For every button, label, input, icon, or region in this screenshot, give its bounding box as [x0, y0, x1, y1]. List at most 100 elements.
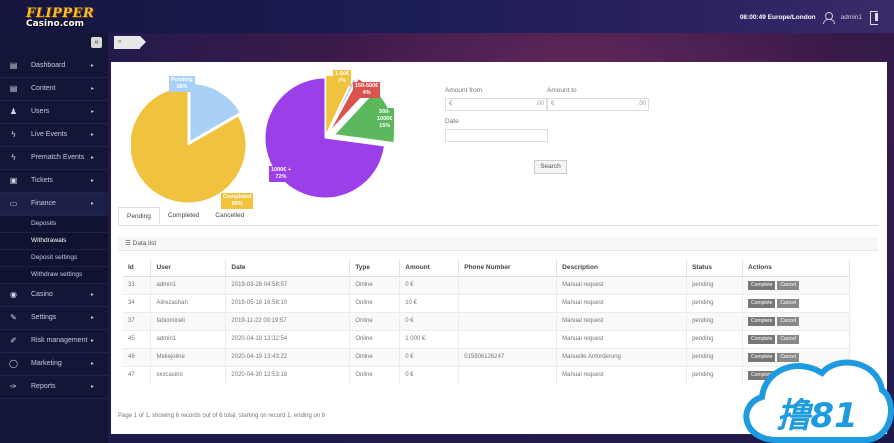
table-row[interactable]: 46 Meliejoline 2020-04-19 13:43:22 Online 0 …: [123, 347, 850, 366]
cell-status: pending: [686, 347, 744, 366]
cell-date: 2020-04-18 13:32:54: [225, 329, 351, 348]
top-right-area: 08:00:49 Europe/London admin1: [740, 9, 880, 25]
server-clock: 08:00:49 Europe/London: [739, 13, 816, 21]
cancel-button[interactable]: Cancel: [777, 334, 799, 344]
cell-type: Online: [349, 347, 401, 366]
complete-button[interactable]: Complete: [748, 370, 776, 380]
cell-phone: [458, 293, 558, 312]
cell-id: 46: [123, 347, 152, 366]
cancel-button[interactable]: Cancel: [777, 280, 799, 290]
tab-completed[interactable]: Completed: [167, 212, 200, 219]
amount-pie-chart: 1000€ + 72% 1-50€ 7% 150-500€ 4% 500- 10…: [261, 66, 411, 206]
table-row[interactable]: 45 admin1 2020-04-18 13:32:54 Online 1 000 €…: [123, 329, 850, 348]
logo-text-line1: FLIPPER: [26, 6, 95, 21]
sidebar-subitem-withdraw-settings[interactable]: Withdraw settings: [0, 267, 108, 284]
sidebar-item-live-events[interactable]: ϟ Live Events ▸: [0, 124, 108, 147]
complete-button[interactable]: Complete: [748, 280, 776, 290]
column-header-amount[interactable]: Amount: [399, 260, 460, 277]
cell-user: admin1: [150, 275, 227, 294]
complete-button[interactable]: Complete: [748, 352, 776, 362]
cancel-button[interactable]: Cancel: [777, 316, 799, 326]
cancel-button[interactable]: Cancel: [777, 298, 799, 308]
cell-date: 2019-05-18 16:58:10: [225, 293, 351, 312]
cell-status: pending: [686, 293, 744, 312]
logout-icon[interactable]: [868, 10, 880, 25]
column-header-actions[interactable]: Actions: [742, 260, 850, 277]
tabs-divider: [118, 225, 878, 226]
sidebar-item-label: Finance: [31, 200, 56, 207]
column-header-status[interactable]: Status: [686, 260, 744, 277]
label-150-500-text: 150-500€: [355, 83, 379, 89]
sidebar-item-marketing[interactable]: ◯ Marketing ▸: [0, 353, 108, 376]
table-header-row: Id User Date Type Amount Phone Number Descript…: [123, 260, 850, 277]
chevron-right-icon: ▸: [90, 361, 94, 367]
complete-button[interactable]: Complete: [748, 298, 776, 308]
sidebar-item-settings[interactable]: ✎ Settings ▸: [0, 307, 108, 330]
column-header-description[interactable]: Description: [556, 260, 688, 277]
chevron-right-icon: ▸: [90, 201, 94, 207]
sidebar-item-finance[interactable]: ▭ Finance ▸: [0, 193, 108, 216]
breadcrumb-home[interactable]: «: [114, 36, 146, 49]
completed-label: Completed: [223, 194, 252, 200]
pie-label-1-50: 1-50€ 7%: [333, 70, 352, 86]
cell-desc: Manual request: [556, 365, 688, 384]
cancel-button[interactable]: Cancel: [777, 352, 799, 362]
table-row[interactable]: 33 admin1 2019-03-28 04:58:57 Online 0 € Manu…: [123, 275, 850, 294]
chevron-right-icon: ▸: [90, 338, 94, 344]
sidebar-item-casino[interactable]: ◉ Casino ▸: [0, 284, 108, 307]
sidebar-item-label: Settings: [31, 314, 57, 321]
table-row[interactable]: 37 fabiomiceli 2019-11-22 00:19:57 Online 0 …: [123, 311, 850, 330]
sidebar-item-dashboard[interactable]: ▤ Dashboard ▸: [0, 55, 108, 78]
sidebar-item-tickets[interactable]: ▣ Tickets ▸: [0, 170, 108, 193]
cell-amount: 1 000 €: [399, 329, 460, 348]
flipper-casino-logo[interactable]: FLIPPER Casino.com: [26, 6, 94, 30]
sidebar-item-risk-management[interactable]: ✐ Risk management ▸: [0, 330, 108, 353]
chevron-right-icon: ▸: [90, 315, 94, 321]
amount-from-input[interactable]: € .00: [445, 98, 547, 111]
sidebar-item-label: Content: [31, 85, 56, 92]
column-header-date[interactable]: Date: [225, 260, 351, 277]
cell-status: pending: [686, 365, 744, 384]
column-header-user[interactable]: User: [150, 260, 227, 277]
search-button[interactable]: Search: [534, 160, 567, 174]
content-icon: ▤: [9, 84, 18, 93]
tab-pending[interactable]: Pending: [118, 207, 160, 225]
column-header-type[interactable]: Type: [349, 260, 401, 277]
table-row[interactable]: 47 xxxcasino 2020-04-30 12:53:18 Online 0 € M…: [123, 365, 850, 384]
pie-label-pending: Pending 16%: [169, 76, 195, 92]
cell-date: 2020-04-30 12:53:18: [225, 365, 351, 384]
sidebar-subitem-deposit-settings[interactable]: Deposit settings: [0, 250, 108, 267]
dashboard-icon: ▤: [9, 61, 18, 70]
watermark-logo: 撸81: [743, 359, 894, 443]
tab-cancelled[interactable]: Cancelled: [215, 212, 245, 219]
complete-button[interactable]: Complete: [748, 316, 776, 326]
chat-icon: ◯: [9, 359, 18, 368]
sidebar-collapse-button[interactable]: «: [91, 37, 102, 48]
sidebar-item-label: Casino: [31, 291, 53, 298]
column-header-phone-number[interactable]: Phone Number: [458, 260, 558, 277]
sidebar-subitem-withdrawals[interactable]: Withdrawals: [0, 233, 108, 250]
complete-button[interactable]: Complete: [748, 334, 776, 344]
amount-pie-svg: [264, 74, 395, 199]
cell-type: Online: [349, 275, 401, 294]
cell-date: 2020-04-19 13:43:22: [225, 347, 351, 366]
pending-label: Pending: [171, 77, 193, 83]
sidebar-item-users[interactable]: ♟ Users ▸: [0, 101, 108, 124]
user-icon[interactable]: [822, 11, 835, 24]
sidebar-subitem-deposits[interactable]: Deposits: [0, 216, 108, 233]
column-header-id[interactable]: Id: [123, 260, 152, 277]
cell-id: 45: [123, 329, 152, 348]
amount-to-input[interactable]: € .00: [547, 98, 649, 111]
table-row[interactable]: 34 Alirezashah 2019-05-18 16:58:10 Online 10…: [123, 293, 850, 312]
date-input[interactable]: [445, 129, 548, 142]
sidebar-item-content[interactable]: ▤ Content ▸: [0, 78, 108, 101]
cell-type: Online: [349, 329, 401, 348]
cell-phone: 015906126247: [458, 347, 558, 366]
withdrawals-table: Id User Date Type Amount Phone Number Descript…: [123, 260, 850, 384]
sidebar-item-reports[interactable]: ✑ Reports ▸: [0, 376, 108, 399]
admin-username[interactable]: admin1: [840, 13, 862, 21]
sidebar-item-prematch-events[interactable]: ϟ Prematch Events ▸: [0, 147, 108, 170]
cell-user: fabiomiceli: [150, 311, 227, 330]
amount-to-label: Amount to: [547, 87, 577, 94]
